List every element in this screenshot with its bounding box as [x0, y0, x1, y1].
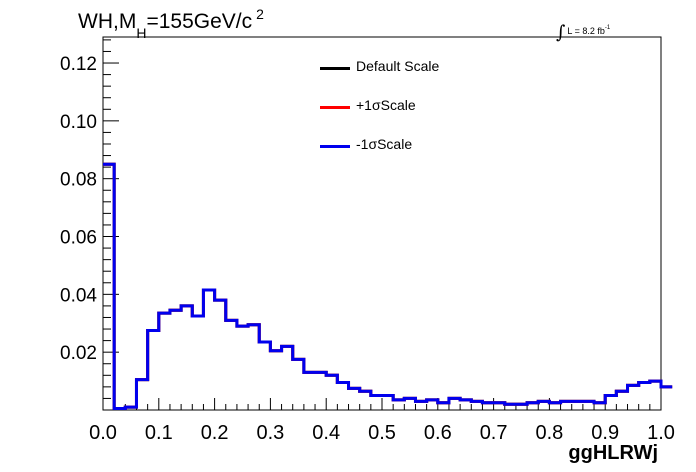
y-tick-label: 0.12 [60, 54, 97, 75]
legend-line-minus1sigma [320, 145, 350, 148]
x-tick-label: 0.3 [256, 422, 284, 444]
y-tick-label: 0.10 [60, 112, 97, 133]
histogram-series-1 [103, 162, 673, 411]
histogram-series-0 [103, 162, 673, 411]
title-subscript: H [136, 25, 147, 41]
x-tick-label: 0.9 [591, 422, 619, 444]
x-tick-label: 0.6 [424, 422, 452, 444]
histogram-series [103, 162, 673, 411]
x-tick-label: 0.5 [368, 422, 396, 444]
x-tick-label: 0.0 [89, 422, 117, 444]
axis-tick-labels: 0.0 0.1 0.2 0.3 0.4 0.5 0.6 0.7 0.8 0.9 1.0 0.02 0.0… [60, 54, 675, 444]
axis-ticks [102, 39, 662, 411]
y-tick-label: 0.02 [60, 343, 97, 364]
histogram-series-2 [103, 162, 673, 411]
x-tick-label: 1.0 [647, 422, 675, 444]
legend-label-plus1sigma: +1σScale [356, 97, 416, 113]
y-tick-label: 0.06 [60, 228, 97, 249]
legend-line-plus1sigma [320, 106, 350, 109]
x-axis-label: ggHLRWj [568, 442, 658, 464]
luminosity-text: L = 8.2 fb [567, 26, 605, 36]
title-superscript: 2 [256, 6, 264, 22]
integral-sign: ∫ [556, 22, 566, 43]
x-tick-label: 0.1 [145, 422, 173, 444]
y-tick-label: 0.04 [60, 285, 97, 306]
title-main: WH,M [78, 10, 137, 33]
x-tick-label: 0.2 [201, 422, 229, 444]
title-rest: =155GeV/c [146, 10, 253, 33]
luminosity-label: ∫ L = 8.2 fb-1 [556, 18, 611, 43]
legend-label-minus1sigma: -1σScale [356, 136, 413, 152]
plot-frame [102, 36, 662, 411]
x-tick-label: 0.8 [535, 422, 563, 444]
legend-label-default: Default Scale [356, 58, 440, 74]
x-tick-label: 0.7 [480, 422, 508, 444]
x-tick-label: 0.4 [312, 422, 340, 444]
y-tick-label: 0.08 [60, 170, 97, 191]
plot-title: WH,MH=155GeV/c 2 [78, 6, 264, 41]
legend-line-default [320, 67, 350, 70]
luminosity-exponent: -1 [604, 25, 611, 31]
